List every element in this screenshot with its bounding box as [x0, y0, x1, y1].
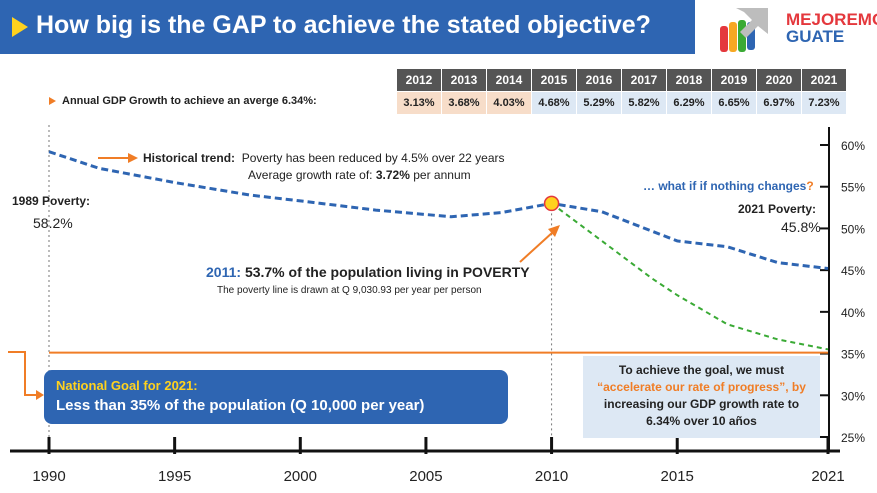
- logo-line1: MEJOREMOS: [786, 10, 877, 29]
- avg-rate-text: Average growth rate of:: [248, 168, 373, 182]
- goal-connector: [8, 351, 36, 396]
- what-if-text: … what if if nothing changes?: [643, 179, 814, 193]
- poverty-1989-label: 1989 Poverty:: [12, 194, 91, 208]
- goal-path-line: [550, 202, 829, 351]
- gdp-value: 6.97%: [756, 91, 802, 115]
- logo-hand-icon: [720, 8, 768, 52]
- gdp-arrow-icon: [49, 97, 56, 105]
- gdp-label: Annual GDP Growth to achieve an averge 6…: [50, 95, 317, 107]
- x-tick-label: 2005: [409, 468, 442, 485]
- logo-text: MEJOREMOS GUATE: [786, 11, 877, 45]
- poverty-2011-line: 2011: 53.7% of the population living in …: [206, 264, 530, 280]
- y-tick-label: 50%: [841, 222, 865, 236]
- gdp-year: 2017: [621, 68, 667, 92]
- accelerate-line4: 6.34% over 10 años: [646, 414, 757, 428]
- gdp-year: 2018: [666, 68, 712, 92]
- y-tick-label: 45%: [841, 264, 865, 278]
- avg-rate-suffix: per annum: [413, 168, 471, 182]
- y-tick-label: 40%: [841, 306, 865, 320]
- what-if-label: … what if if nothing changes: [643, 179, 807, 193]
- title-arrow-icon: [12, 17, 28, 37]
- hist-trend-label: Historical trend:: [143, 151, 236, 165]
- gdp-value: 3.68%: [441, 91, 487, 115]
- x-tick-label: 2000: [284, 468, 317, 485]
- avg-rate-value: 3.72%: [375, 168, 410, 182]
- gdp-label-text: Annual GDP Growth to achieve an averge 6…: [62, 95, 317, 107]
- y-tick-label: 30%: [841, 389, 865, 403]
- poverty-1989-value: 58.2%: [33, 215, 73, 231]
- gdp-value: 7.23%: [801, 91, 847, 115]
- gdp-table: 2012 2013 2014 2015 2016 2017 2018 2019 …: [396, 68, 847, 115]
- accelerate-line3: increasing our GDP growth rate to: [603, 397, 800, 411]
- goal-arrow-icon: [36, 390, 44, 400]
- poverty-2011-text: 53.7% of the population living in POVERT…: [244, 264, 530, 280]
- hist-callout-arrow-icon: [128, 153, 138, 163]
- gdp-value: 3.13%: [396, 91, 442, 115]
- gdp-year: 2015: [531, 68, 577, 92]
- gdp-year: 2016: [576, 68, 622, 92]
- y-tick-label: 25%: [841, 431, 865, 445]
- page-title: How big is the GAP to achieve the stated…: [36, 11, 651, 39]
- logo: MEJOREMOS GUATE: [706, 4, 877, 56]
- avg-rate-line: Average growth rate of: 3.72% per annum: [248, 168, 471, 182]
- x-tick-label: 1995: [158, 468, 191, 485]
- gdp-value-row: 3.13% 3.68% 4.03% 4.68% 5.29% 5.82% 6.29…: [396, 91, 847, 115]
- poverty-2011-callout-arrow-icon: [548, 225, 560, 237]
- goal-title: National Goal for 2021:: [56, 378, 198, 393]
- logo-line2: GUATE: [786, 27, 845, 46]
- x-tick-label: 2010: [535, 468, 568, 485]
- accelerate-box: To achieve the goal, we must “accelerate…: [583, 356, 820, 438]
- y-tick-label: 60%: [841, 139, 865, 153]
- x-tick-label: 2015: [661, 468, 694, 485]
- accelerate-quote: “accelerate our rate of progress”, by: [597, 380, 806, 394]
- y-tick-label: 35%: [841, 348, 865, 362]
- title-bar: How big is the GAP to achieve the stated…: [0, 0, 695, 54]
- gdp-value: 6.29%: [666, 91, 712, 115]
- goal-text: Less than 35% of the population (Q 10,00…: [56, 397, 425, 414]
- poverty-2011-marker: [543, 195, 560, 212]
- x-tick-label: 2021: [811, 468, 844, 485]
- poverty-2011-year: 2011:: [206, 264, 242, 280]
- historical-trend-line: [48, 150, 829, 270]
- x-tick-label: 1990: [32, 468, 65, 485]
- hist-trend-text: Poverty has been reduced by 4.5% over 22…: [241, 151, 505, 165]
- poverty-2021-label: 2021 Poverty:: [738, 202, 817, 216]
- gdp-value: 5.29%: [576, 91, 622, 115]
- goal-box: National Goal for 2021: Less than 35% of…: [44, 370, 508, 424]
- what-if-question: ?: [806, 179, 814, 193]
- poverty-line-note: The poverty line is drawn at Q 9,030.93 …: [217, 285, 482, 296]
- poverty-2021-value: 45.8%: [781, 219, 821, 235]
- accelerate-line1: To achieve the goal, we must: [618, 363, 785, 377]
- y-tick-label: 55%: [841, 181, 865, 195]
- gdp-value: 4.03%: [486, 91, 532, 115]
- hist-trend-line: Historical trend: Poverty has been reduc…: [143, 151, 505, 165]
- gdp-year: 2014: [486, 68, 532, 92]
- gdp-value: 6.65%: [711, 91, 757, 115]
- accelerate-line2: “accelerate our rate of progress”, by: [583, 379, 820, 396]
- gdp-year: 2021: [801, 68, 847, 92]
- gdp-year-row: 2012 2013 2014 2015 2016 2017 2018 2019 …: [396, 68, 847, 92]
- poverty-2011-callout-line: [519, 231, 554, 263]
